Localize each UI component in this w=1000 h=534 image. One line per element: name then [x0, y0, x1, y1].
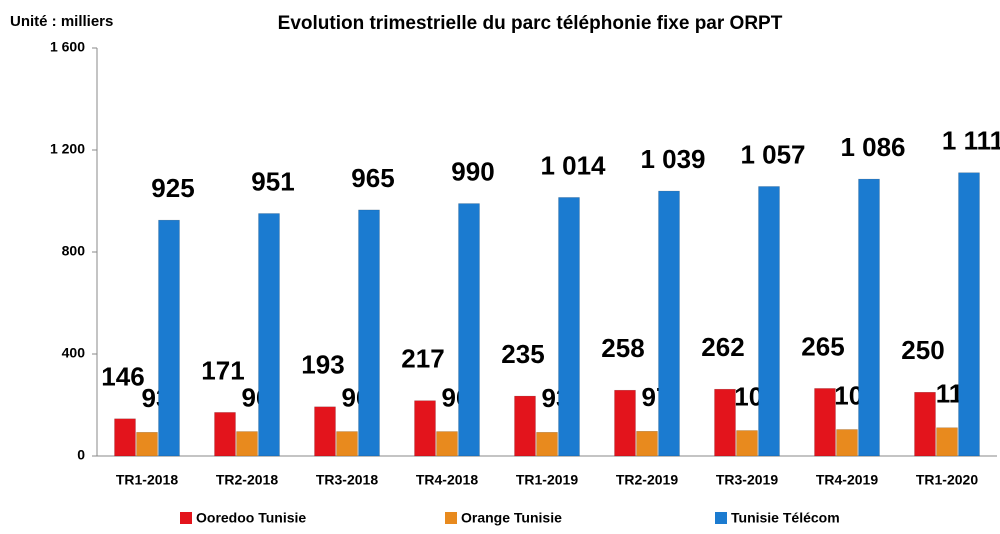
x-tick-label: TR2-2019 [616, 472, 678, 488]
value-label: 250 [901, 335, 944, 365]
bar [958, 172, 980, 457]
value-label: 262 [701, 332, 744, 362]
legend-label: Orange Tunisie [461, 510, 562, 526]
value-label: 951 [251, 166, 294, 196]
bar [436, 431, 458, 457]
value-label: 1 086 [840, 132, 905, 162]
x-tick-label: TR1-2020 [916, 472, 978, 488]
legend-swatch [715, 512, 727, 524]
y-tick-label: 1 200 [50, 141, 85, 157]
unit-label: Unité : milliers [10, 13, 113, 30]
bar [836, 429, 858, 457]
y-tick-label: 800 [62, 243, 86, 259]
bar [136, 432, 158, 457]
bar [336, 431, 358, 457]
bar [214, 412, 236, 457]
bar [314, 406, 336, 457]
value-label: 258 [601, 333, 644, 363]
bar [114, 418, 136, 457]
value-label: 965 [351, 163, 394, 193]
chart-title: Evolution trimestrielle du parc téléphon… [278, 13, 783, 34]
value-label: 1 014 [540, 150, 606, 180]
bar [358, 209, 380, 457]
value-label: 1 057 [740, 139, 805, 169]
bar [636, 431, 658, 457]
value-label: 1 039 [640, 144, 705, 174]
value-label: 265 [801, 331, 844, 361]
bar [236, 431, 258, 457]
bar [714, 388, 736, 457]
x-tick-label: TR3-2018 [316, 472, 378, 488]
bar [858, 178, 880, 457]
bar [658, 190, 680, 457]
x-tick-label: TR4-2018 [416, 472, 478, 488]
x-tick-label: TR3-2019 [716, 472, 778, 488]
bar [736, 430, 758, 457]
bar [258, 213, 280, 457]
value-label: 1 111 [942, 126, 1000, 156]
y-tick-label: 0 [77, 447, 85, 463]
x-tick-label: TR4-2019 [816, 472, 878, 488]
x-tick-label: TR1-2019 [516, 472, 578, 488]
bar [558, 197, 580, 457]
value-label: 193 [301, 350, 344, 380]
y-tick-label: 400 [62, 345, 86, 361]
x-tick-label: TR1-2018 [116, 472, 178, 488]
value-label: 925 [151, 173, 194, 203]
legend-label: Ooredoo Tunisie [196, 510, 306, 526]
value-label: 171 [201, 355, 244, 385]
legend-label: Tunisie Télécom [731, 510, 840, 526]
legend-swatch [180, 512, 192, 524]
bar [936, 427, 958, 457]
bar [914, 392, 936, 457]
bar [414, 400, 436, 457]
value-label: 990 [451, 156, 494, 186]
x-tick-label: TR2-2018 [216, 472, 278, 488]
bar [614, 389, 636, 457]
bar [536, 432, 558, 457]
bar [158, 219, 180, 457]
bar [514, 395, 536, 457]
legend-swatch [445, 512, 457, 524]
bar [758, 186, 780, 457]
y-tick-label: 1 600 [50, 39, 85, 55]
value-label: 146 [101, 362, 144, 392]
value-label: 235 [501, 339, 544, 369]
value-label: 217 [401, 344, 444, 374]
bar [458, 203, 480, 457]
bar [814, 388, 836, 457]
